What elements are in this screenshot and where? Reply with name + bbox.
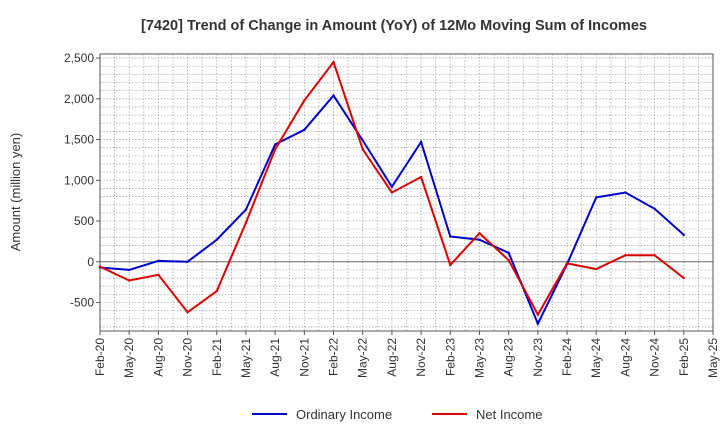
x-tick-label: Feb-22 [327,338,341,376]
data-point [273,148,277,151]
x-tick-labels: Feb-20 May-20 Aug-20 Nov-20 Feb-21 May-21 Aug-… [93,331,720,378]
data-point [682,276,686,280]
data-point [536,322,540,325]
y-tick-label: 2,500 [64,51,94,65]
legend-label: Ordinary Income [296,407,392,422]
x-tick-label: Aug-21 [268,338,282,377]
data-point [303,128,306,131]
x-tick-label: Aug-24 [618,338,632,377]
data-point [478,232,481,235]
data-point [507,251,510,254]
data-point [127,279,131,282]
data-point [536,313,540,316]
x-tick-label: May-21 [239,338,253,378]
x-tick-label: May-23 [472,338,486,378]
x-tick-label: Nov-24 [648,338,662,377]
data-point [624,254,627,257]
y-axis-label: Amount (million yen) [8,133,23,252]
series-ordinary-income [98,93,686,327]
x-tick-label: Aug-22 [385,338,399,377]
data-point [127,268,131,272]
legend-label: Net Income [476,407,542,422]
data-point [273,143,277,146]
data-point [390,185,394,188]
chart-title: [7420] Trend of Change in Amount (YoY) o… [141,18,647,34]
plot-frame [99,53,714,332]
y-tick-label: 500 [74,214,94,228]
y-tick-label: 0 [87,255,94,269]
data-point [186,311,189,314]
y-tick-labels: -500 0 500 1,000 1,500 2,000 2,500 [64,51,100,309]
data-point [653,254,656,257]
x-tick-label: May-22 [356,338,370,378]
x-tick-label: Feb-20 [93,338,107,376]
y-tick-label: 1,000 [64,173,94,187]
data-point [595,267,598,271]
data-point [565,262,569,265]
x-tick-label: May-20 [122,338,136,378]
data-point [361,139,364,142]
data-point [624,191,627,194]
data-point [157,273,160,276]
x-tick-label: Nov-22 [414,338,428,377]
x-tick-label: Feb-23 [443,338,457,376]
x-tick-label: Feb-21 [210,338,224,376]
data-point [595,196,598,199]
data-point [419,140,423,144]
data-point [303,99,306,102]
y-tick-label: 2,000 [64,92,94,106]
x-tick-label: Nov-23 [531,338,545,377]
series-line [99,93,685,327]
x-tick-label: Feb-25 [677,338,691,376]
y-tick-label: -500 [70,295,94,309]
series-net-income [98,60,686,317]
data-point [157,259,160,263]
data-point [478,238,481,241]
data-point [332,60,335,64]
x-tick-label: Nov-21 [297,338,311,377]
data-point [653,207,656,210]
x-tick-label: Nov-20 [181,338,195,377]
data-point [419,175,423,179]
data-point [98,265,102,268]
data-point [244,208,248,211]
x-tick-label: May-25 [706,338,720,378]
data-point [507,258,510,262]
x-tick-label: Aug-23 [502,338,516,377]
x-tick-label: Feb-24 [560,338,574,376]
data-point [215,289,218,293]
x-tick-label: Aug-20 [151,338,165,377]
plot-border [99,53,714,332]
data-point [186,260,189,263]
legend: Ordinary Income Net Income [252,407,542,422]
data-point [390,191,394,194]
data-point [332,94,335,97]
data-point [215,238,218,241]
data-point [449,263,452,267]
y-tick-label: 1,500 [64,133,94,147]
data-point [361,148,364,151]
series-lines [98,60,686,327]
x-tick-label: May-24 [589,338,603,378]
data-point [682,233,686,237]
data-point [244,221,248,224]
data-point [449,235,452,238]
